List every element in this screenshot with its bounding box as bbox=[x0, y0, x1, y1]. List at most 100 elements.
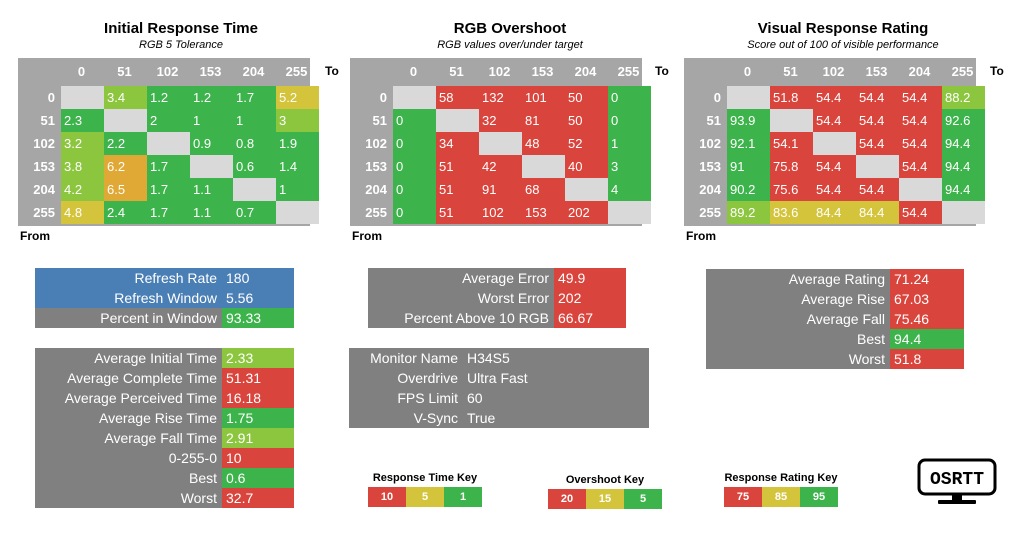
column-header: 0 bbox=[409, 64, 418, 79]
heatmap-cell: 0 bbox=[393, 109, 436, 132]
heatmap-cell: 0 bbox=[393, 132, 436, 155]
key-swatch: 85 bbox=[762, 487, 800, 507]
stat-label: Refresh Window bbox=[35, 288, 222, 308]
heatmap-cell: 1.7 bbox=[147, 178, 190, 201]
key-title: Response Rating Key bbox=[724, 472, 838, 484]
heatmap-cell: 3 bbox=[276, 109, 319, 132]
column-header: 0 bbox=[77, 64, 86, 79]
monitor-info-table: Monitor Name H34S5 Overdrive Ultra Fast FPS … bbox=[349, 348, 649, 428]
stat-row: Refresh Window 5.56 bbox=[35, 288, 294, 308]
stat-label: Average Rating bbox=[706, 269, 890, 289]
stat-row: Monitor Name H34S5 bbox=[349, 348, 649, 368]
stat-label: Worst bbox=[35, 488, 222, 508]
heatmap-cell: 50 bbox=[565, 86, 608, 109]
stat-value: 16.18 bbox=[222, 388, 294, 408]
stat-row: Average Error 49.9 bbox=[368, 268, 626, 288]
heatmap-cell: 54.4 bbox=[899, 201, 942, 224]
heatmap-cell: 52 bbox=[565, 132, 608, 155]
heatmap-cell: 84.4 bbox=[856, 201, 899, 224]
panel-subtitle: RGB values over/under target bbox=[437, 39, 583, 51]
heatmap-cell: 51 bbox=[436, 178, 479, 201]
stat-row: Best 0.6 bbox=[35, 468, 294, 488]
panel-subtitle: Score out of 100 of visible performance bbox=[747, 39, 939, 51]
empty-cell bbox=[522, 155, 565, 178]
row-header: 51 bbox=[706, 113, 721, 128]
stat-label: Best bbox=[706, 329, 890, 349]
column-header: 51 bbox=[783, 64, 798, 79]
heatmap-cell: 83.6 bbox=[770, 201, 813, 224]
heatmap-cell: 94.4 bbox=[942, 132, 985, 155]
stat-value: 93.33 bbox=[222, 308, 294, 328]
heatmap-cell: 0.7 bbox=[233, 201, 276, 224]
stat-value: 94.4 bbox=[890, 329, 964, 349]
row-header: 0 bbox=[47, 90, 55, 105]
stat-label: Average Perceived Time bbox=[35, 388, 222, 408]
column-header: 255 bbox=[951, 64, 974, 79]
heatmap-cell: 32 bbox=[479, 109, 522, 132]
heatmap-cell: 1.2 bbox=[147, 86, 190, 109]
stat-label: Average Fall bbox=[706, 309, 890, 329]
stat-label: Average Rise Time bbox=[35, 408, 222, 428]
stat-row: Worst Error 202 bbox=[368, 288, 626, 308]
heatmap-rgb-overshoot: 0 51 102 153 204 255 0 51 102 153 204 255 58 132 101 50… bbox=[350, 58, 651, 226]
stat-row: Refresh Rate 180 bbox=[35, 268, 294, 288]
row-header: 51 bbox=[40, 113, 55, 128]
axis-to-label: To bbox=[990, 64, 1004, 78]
stat-value: H34S5 bbox=[463, 348, 649, 368]
heatmap-cell: 3.8 bbox=[61, 155, 104, 178]
heatmap-cell: 88.2 bbox=[942, 86, 985, 109]
row-header: 102 bbox=[33, 136, 55, 151]
stat-value: 51.31 bbox=[222, 368, 294, 388]
empty-cell bbox=[393, 86, 436, 109]
stat-value: 180 bbox=[222, 268, 294, 288]
heatmap-cell: 1 bbox=[190, 109, 233, 132]
osrtt-logo: OSRTT bbox=[917, 458, 997, 504]
column-header: 153 bbox=[531, 64, 554, 79]
heatmap-cell: 2 bbox=[147, 109, 190, 132]
stat-row: Average Rise Time 1.75 bbox=[35, 408, 294, 428]
row-header: 204 bbox=[365, 182, 387, 197]
stat-value: 49.9 bbox=[554, 268, 626, 288]
heatmap-cell: 91 bbox=[479, 178, 522, 201]
heatmap-cell: 89.2 bbox=[727, 201, 770, 224]
stat-value: 10 bbox=[222, 448, 294, 468]
empty-cell bbox=[727, 86, 770, 109]
stat-value: 60 bbox=[463, 388, 649, 408]
stat-label: FPS Limit bbox=[349, 388, 463, 408]
heatmap-cell: 1.1 bbox=[190, 178, 233, 201]
empty-cell bbox=[190, 155, 233, 178]
stat-row: FPS Limit 60 bbox=[349, 388, 649, 408]
heatmap-cell: 51.8 bbox=[770, 86, 813, 109]
row-header: 255 bbox=[33, 205, 55, 220]
panel-title: Initial Response Time bbox=[104, 20, 258, 37]
empty-cell bbox=[899, 178, 942, 201]
heatmap-cell: 1.2 bbox=[190, 86, 233, 109]
stat-row: Average Rise 67.03 bbox=[706, 289, 964, 309]
row-header: 51 bbox=[372, 113, 387, 128]
stat-label: Average Rise bbox=[706, 289, 890, 309]
heatmap-cell: 4 bbox=[608, 178, 651, 201]
key-swatch: 95 bbox=[800, 487, 838, 507]
axis-to-label: To bbox=[325, 64, 339, 78]
empty-cell bbox=[147, 132, 190, 155]
heatmap-cell: 0.8 bbox=[233, 132, 276, 155]
row-header: 102 bbox=[699, 136, 721, 151]
stat-value: 2.33 bbox=[222, 348, 294, 368]
heatmap-cell: 102 bbox=[479, 201, 522, 224]
rating-stats-table: Average Rating 71.24 Average Rise 67.03 Aver… bbox=[706, 269, 964, 369]
heatmap-cell: 54.4 bbox=[813, 86, 856, 109]
stat-label: Average Error bbox=[368, 268, 554, 288]
heatmap-cell: 94.4 bbox=[942, 155, 985, 178]
response-rating-key: Response Rating Key 75 85 95 bbox=[724, 471, 838, 507]
heatmap-cell: 94.4 bbox=[942, 178, 985, 201]
panel-subtitle: RGB 5 Tolerance bbox=[139, 39, 223, 51]
heatmap-cell: 92.1 bbox=[727, 132, 770, 155]
stat-label: Refresh Rate bbox=[35, 268, 222, 288]
heatmap-cell: 0.9 bbox=[190, 132, 233, 155]
stat-label: Percent in Window bbox=[35, 308, 222, 328]
stat-label: Monitor Name bbox=[349, 348, 463, 368]
stat-value: 202 bbox=[554, 288, 626, 308]
key-title: Overshoot Key bbox=[565, 474, 645, 486]
heatmap-cell: 54.4 bbox=[856, 132, 899, 155]
heatmap-cell: 54.4 bbox=[813, 109, 856, 132]
